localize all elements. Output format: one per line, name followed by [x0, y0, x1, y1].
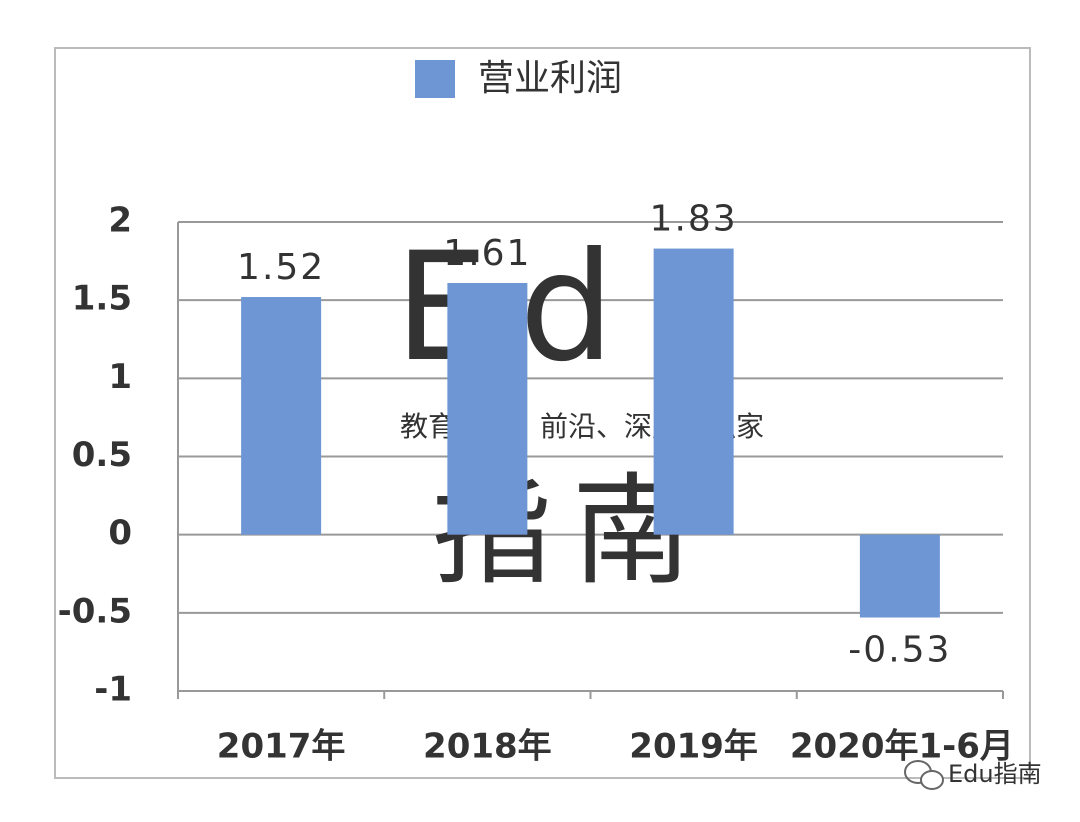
bar	[859, 534, 940, 618]
y-tick-label: -1	[94, 670, 132, 710]
brand-label: Edu指南	[948, 760, 1042, 788]
data-label: -0.53	[848, 630, 951, 671]
x-tick-label: 2019年	[629, 727, 758, 767]
data-label: 1.52	[237, 247, 325, 288]
bar	[447, 282, 528, 535]
data-label: 1.61	[443, 233, 531, 274]
y-tick-label: 0	[108, 513, 132, 553]
y-tick-label: 0.5	[72, 435, 132, 475]
y-tick-label: 1.5	[72, 279, 132, 319]
x-tick-label: 2017年	[217, 727, 346, 767]
brand-icon	[920, 770, 944, 790]
bar	[653, 248, 734, 535]
legend-label: 营业利润	[478, 58, 622, 99]
bar	[241, 297, 322, 535]
y-tick-label: 2	[108, 201, 132, 241]
x-tick-label: 2020年1-6月	[790, 727, 1014, 767]
chart-frame	[54, 47, 1031, 779]
y-tick-label: 1	[108, 357, 132, 397]
x-tick-label: 2018年	[423, 727, 552, 767]
y-tick-label: -0.5	[58, 591, 132, 631]
legend-swatch	[415, 60, 455, 98]
data-label: 1.83	[650, 199, 738, 240]
